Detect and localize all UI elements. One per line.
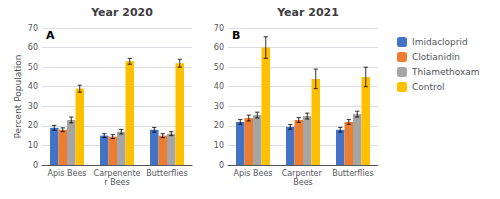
svg-text:0: 0	[33, 161, 38, 170]
svg-text:30: 30	[214, 102, 224, 111]
svg-text:Butterflies: Butterflies	[332, 169, 373, 178]
svg-text:Thiamethoxam: Thiamethoxam	[411, 67, 480, 77]
svg-text:10: 10	[214, 141, 224, 150]
svg-text:Butterflies: Butterflies	[146, 169, 187, 178]
svg-text:0: 0	[219, 161, 224, 170]
svg-text:10: 10	[28, 141, 38, 150]
svg-text:50: 50	[28, 63, 38, 72]
svg-text:Control: Control	[412, 82, 445, 92]
svg-text:40: 40	[214, 82, 224, 91]
svg-text:20: 20	[214, 121, 224, 130]
svg-text:50: 50	[214, 63, 224, 72]
svg-text:Carpenente: Carpenente	[94, 169, 141, 178]
svg-text:Carpenter: Carpenter	[282, 169, 325, 178]
svg-text:40: 40	[28, 82, 38, 91]
svg-text:r Bees: r Bees	[104, 178, 129, 187]
svg-text:30: 30	[28, 102, 38, 111]
svg-text:A: A	[46, 29, 55, 42]
svg-text:70: 70	[214, 24, 224, 33]
svg-text:70: 70	[28, 24, 38, 33]
svg-text:Apis Bees: Apis Bees	[234, 169, 273, 178]
svg-text:Year 2021: Year 2021	[276, 6, 339, 19]
svg-text:Bees: Bees	[293, 178, 313, 187]
svg-text:Clotianidin: Clotianidin	[412, 52, 460, 62]
svg-text:Year 2020: Year 2020	[90, 6, 153, 19]
svg-text:Apis Bees: Apis Bees	[48, 169, 87, 178]
svg-text:Imidacloprid: Imidacloprid	[412, 37, 468, 47]
svg-text:60: 60	[28, 43, 38, 52]
svg-text:B: B	[232, 29, 240, 42]
svg-text:Percent Population: Percent Population	[13, 54, 23, 138]
svg-text:60: 60	[214, 43, 224, 52]
svg-text:20: 20	[28, 121, 38, 130]
